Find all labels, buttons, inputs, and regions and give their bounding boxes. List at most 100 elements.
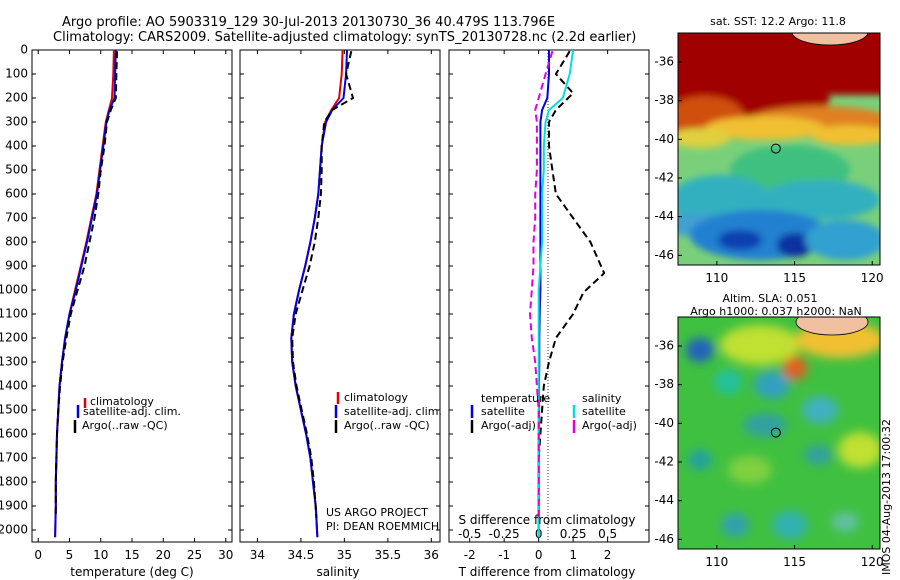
pi-label: PI: DEAN ROEMMICH: [326, 520, 439, 533]
series-line-climatology: [54, 49, 115, 538]
legend-argo-label: Argo(..raw -QC): [344, 419, 430, 432]
y-tick-label: 500: [5, 163, 28, 177]
y-tick-label: -46: [654, 248, 674, 262]
series-line-salinity-argo-adj: [529, 50, 554, 518]
y-tick-label: 2000: [0, 523, 28, 537]
y-tick-label: 400: [5, 139, 28, 153]
temperature-panel: 0100200300400500600700800900100011001200…: [0, 43, 233, 580]
series-line-temperature-satellite: [537, 50, 550, 538]
x-tick-label: 0: [34, 548, 42, 562]
x-tick-label: 115: [783, 555, 806, 569]
y-tick-label: 1200: [0, 331, 28, 345]
legend-climatology-label: climatology: [344, 391, 408, 404]
sst-map-frame: [677, 32, 881, 266]
y-tick-label: 700: [5, 211, 28, 225]
y-tick-label: -42: [654, 171, 674, 185]
argo-float-marker: [770, 143, 781, 154]
x-tick-label: 35: [337, 548, 352, 562]
y-tick-label: -36: [654, 55, 674, 69]
x-tick-label: 15: [124, 548, 139, 562]
x-tick-label: 2: [604, 548, 612, 562]
legend-salinity-title: salinity: [582, 392, 622, 405]
x-tick-label: 120: [861, 271, 884, 285]
x-tick-label: 110: [705, 271, 728, 285]
salinity-legend: climatology satellite-adj. clim. Argo(..…: [334, 391, 442, 433]
y-tick-label: -40: [654, 132, 674, 146]
series-line-argo-raw-qc: [54, 51, 118, 518]
y-tick-label: 300: [5, 115, 28, 129]
figure-title-line2: Climatology: CARS2009. Satellite-adjuste…: [53, 30, 637, 45]
legend-s-satellite-label: satellite: [582, 405, 626, 418]
y-tick-label: 1600: [0, 427, 28, 441]
x-tick-label: 20: [156, 548, 171, 562]
difference-legend: temperature satellite Argo(-adj) salinit…: [470, 392, 637, 433]
y-tick-label: 1800: [0, 475, 28, 489]
y-tick-label: 1000: [0, 283, 28, 297]
legend-climatology-label: climatology: [90, 395, 154, 408]
series-line-salinity-satellite: [537, 49, 575, 538]
salinity-axes-box: [239, 49, 441, 543]
salinity-x-tick-label: -0.25: [489, 527, 520, 541]
difference-panel: -2 -1 0 1 2-0.5 -0.25 0 0.25 0.5 S difference fr…: [448, 49, 650, 579]
y-tick-label: 1300: [0, 355, 28, 369]
sla-map-title-line1: Altim. SLA: 0.051: [722, 292, 817, 305]
sla-field: [678, 317, 880, 549]
series-line-argo-raw-qc: [291, 50, 354, 519]
x-tick-label: 25: [187, 548, 202, 562]
x-tick-label: 0: [535, 548, 543, 562]
legend-t-satellite-label: satellite: [481, 405, 525, 418]
landmass: [795, 317, 869, 336]
salinity-panel: 34 34.5 35 35.5 36 salinity climatology sate…: [239, 49, 442, 579]
salinity-difference-xlabel: S difference from climatology: [459, 513, 636, 527]
y-tick-label: 1900: [0, 499, 28, 513]
salinity-xlabel: salinity: [316, 565, 359, 579]
legend-s-argo-label: Argo(-adj): [582, 419, 637, 432]
sst-map-panel: sat. SST: 12.2 Argo: 11.8: [654, 15, 884, 285]
timestamp-label: IMOS 04-Aug-2013 17:00:32: [880, 419, 893, 575]
temperature-axes-box: [31, 49, 233, 543]
y-tick-label: 0: [20, 43, 28, 57]
salinity-x-tick-label: 0.5: [598, 527, 617, 541]
x-tick-label: 35.5: [374, 548, 401, 562]
sla-map-frame: [677, 316, 881, 550]
y-tick-label: 800: [5, 235, 28, 249]
temperature-difference-xlabel: T difference from climatology: [458, 565, 636, 579]
salinity-x-tick-label: -0.5: [458, 527, 481, 541]
x-tick-label: 5: [66, 548, 74, 562]
y-tick-label: -40: [654, 416, 674, 430]
y-tick-label: -36: [654, 339, 674, 353]
y-tick-label: -38: [654, 93, 674, 107]
x-tick-label: 110: [705, 555, 728, 569]
y-tick-label: 1500: [0, 403, 28, 417]
legend-t-argo-label: Argo(-adj): [481, 419, 536, 432]
x-tick-label: 34: [250, 548, 265, 562]
x-tick-label: 10: [93, 548, 108, 562]
sla-map-title-line2: Argo h1000: 0.037 h2000: NaN: [690, 305, 862, 318]
temperature-legend: climatology satellite-adj. clim. Argo(..…: [73, 395, 181, 433]
sst-map-title: sat. SST: 12.2 Argo: 11.8: [710, 15, 846, 28]
x-tick-label: 36: [424, 548, 439, 562]
legend-temperature-title: temperature: [481, 392, 550, 405]
series-line-satellite-adj-clim: [54, 49, 117, 538]
y-tick-label: 1700: [0, 451, 28, 465]
x-tick-label: -2: [464, 548, 476, 562]
y-tick-label: 1400: [0, 379, 28, 393]
x-tick-label: 115: [783, 271, 806, 285]
x-tick-label: 1: [569, 548, 577, 562]
y-tick-label: 600: [5, 187, 28, 201]
sst-field: [678, 33, 880, 265]
series-line-temperature-argo-adj: [537, 50, 606, 518]
legend-satellite-label: satellite-adj. clim.: [344, 405, 442, 418]
x-tick-label: 120: [861, 555, 884, 569]
legend-satellite-label: satellite-adj. clim.: [83, 405, 181, 418]
y-tick-label: 200: [5, 91, 28, 105]
y-tick-label: 100: [5, 67, 28, 81]
y-tick-label: 900: [5, 259, 28, 273]
figure-title-line1: Argo profile: AO 5903319_129 30-Jul-2013…: [62, 15, 556, 30]
temperature-xlabel: temperature (deg C): [70, 565, 193, 579]
y-tick-label: -46: [654, 532, 674, 546]
legend-argo-label: Argo(..raw -QC): [82, 419, 168, 432]
series-line-satellite-adj-clim: [290, 49, 348, 538]
x-tick-label: 30: [218, 548, 233, 562]
